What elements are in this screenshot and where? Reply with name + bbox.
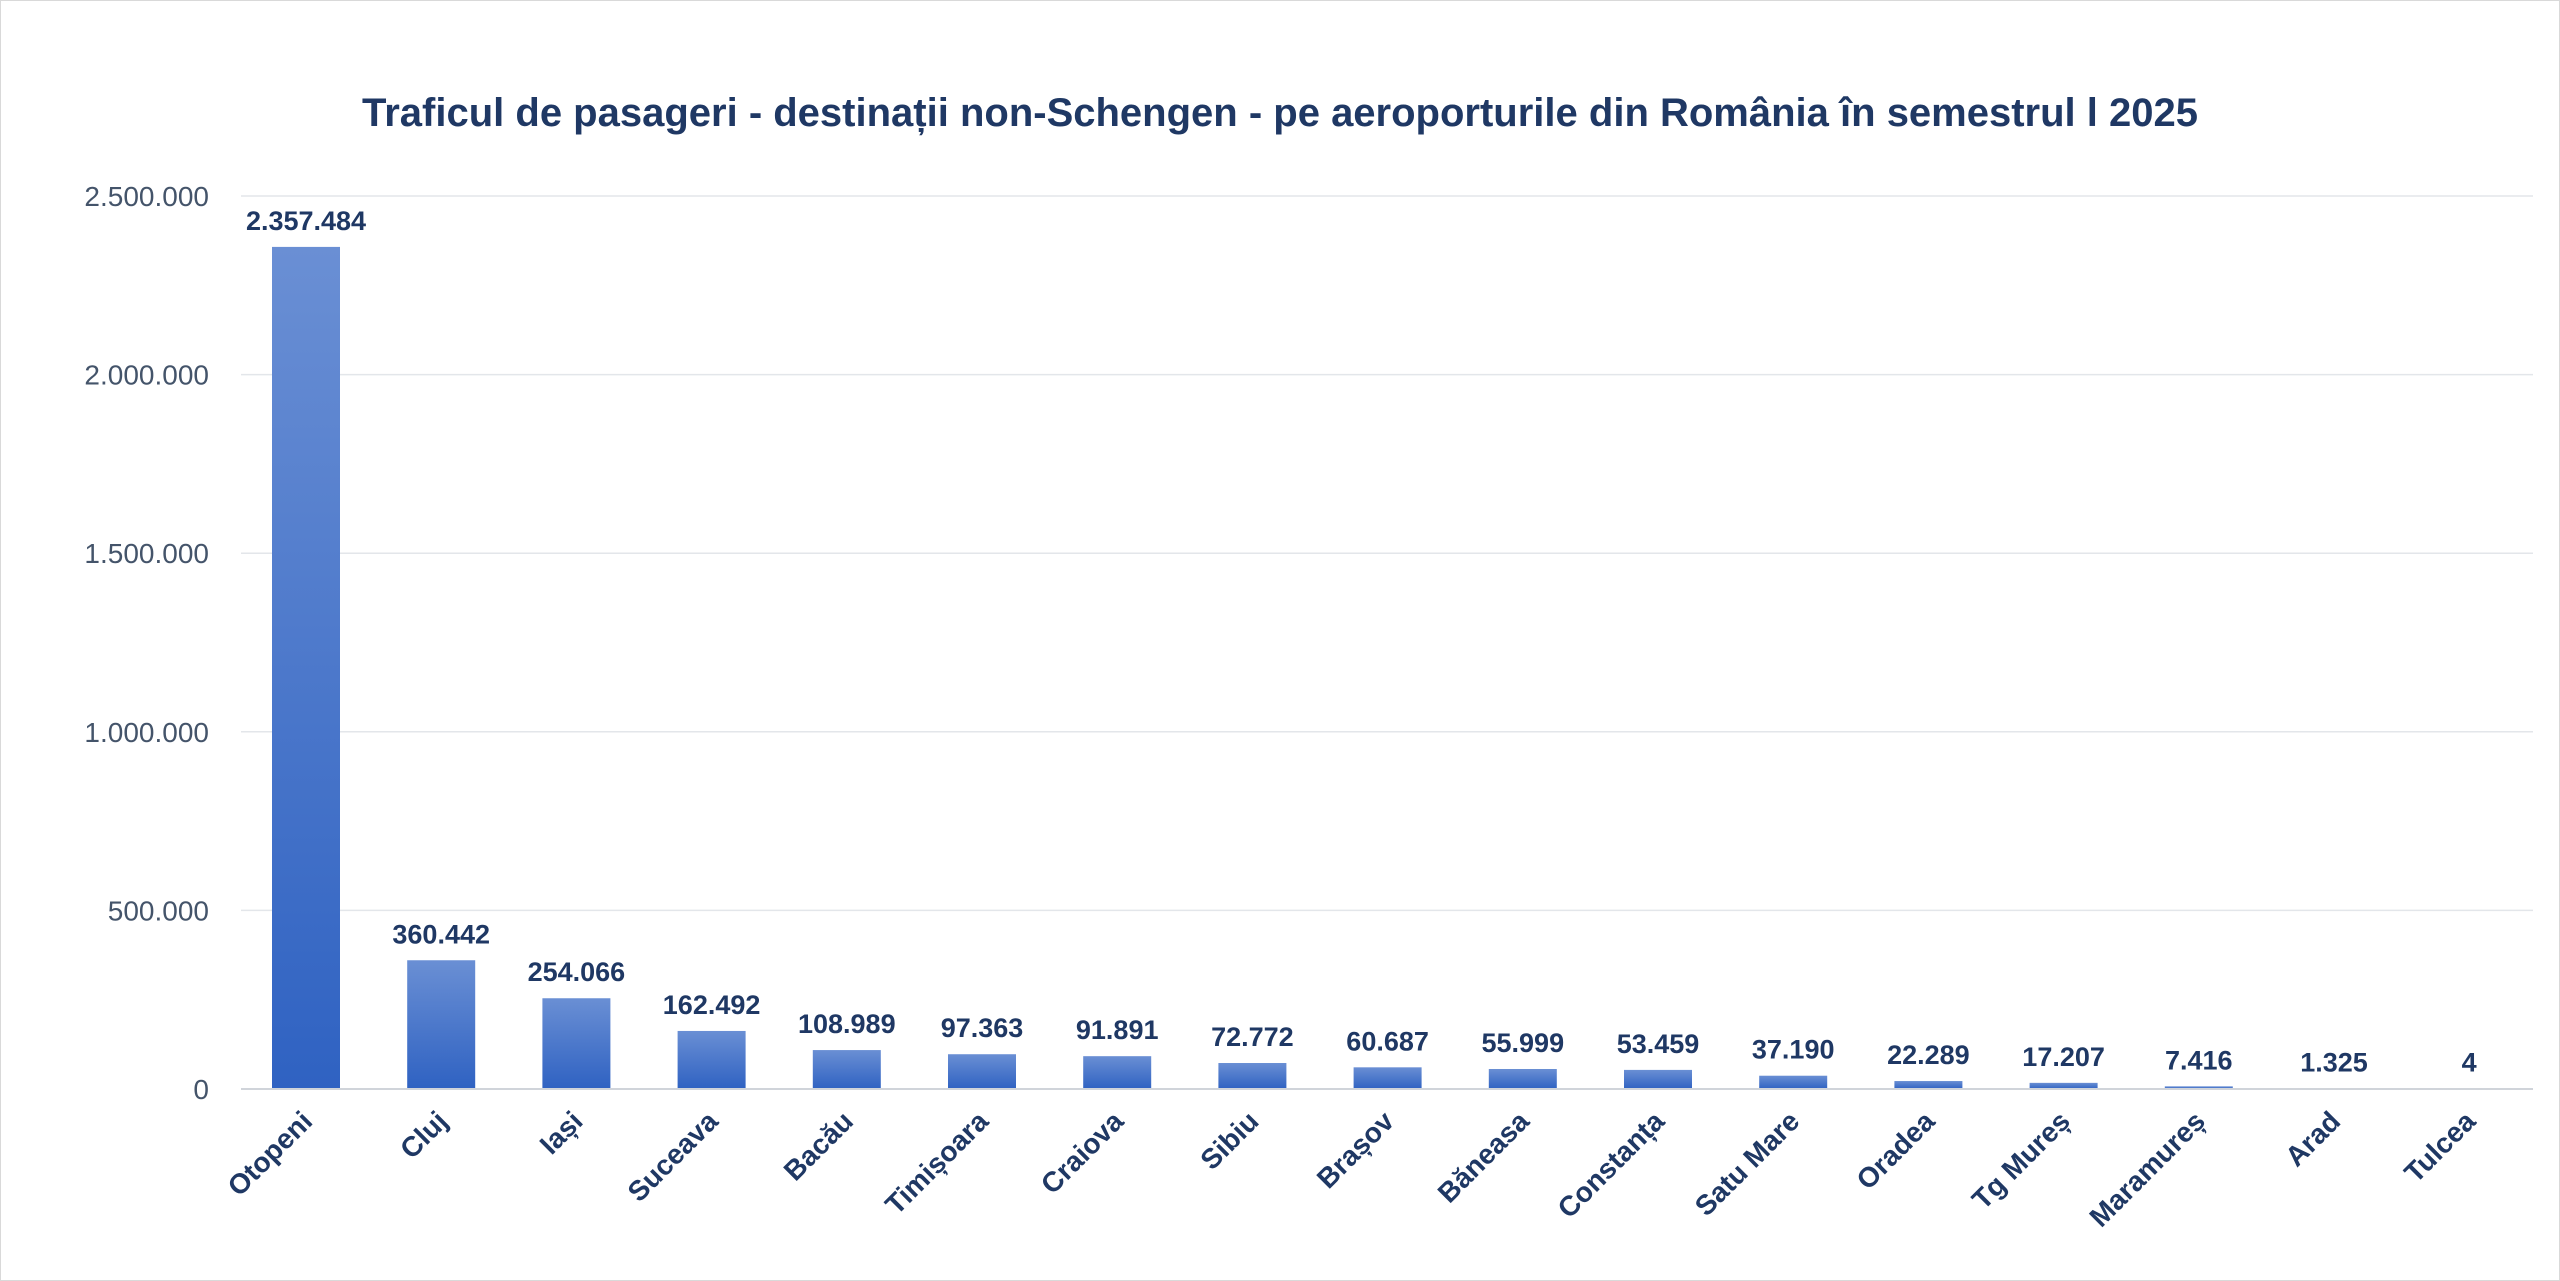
x-tick-label: Craiova	[1035, 1105, 1130, 1200]
y-tick-label: 2.000.000	[84, 360, 209, 391]
bar	[1218, 1063, 1287, 1089]
x-tick-label: Bacău	[778, 1105, 859, 1186]
x-tick-label: Tg Mureș	[1966, 1105, 2076, 1215]
x-tick-label: Sibiu	[1194, 1105, 1264, 1175]
x-tick-label: Iași	[534, 1105, 589, 1160]
chart-title: Traficul de pasageri - destinații non-Sc…	[362, 91, 2198, 135]
x-tick-label: Arad	[2279, 1105, 2346, 1172]
bars	[272, 246, 2504, 1089]
bar	[812, 1050, 881, 1089]
data-label: 2.357.484	[246, 206, 366, 236]
bar	[1083, 1056, 1152, 1089]
y-tick-label: 1.000.000	[84, 717, 209, 748]
x-tick-label: Cluj	[394, 1105, 453, 1164]
data-label: 17.207	[2022, 1042, 2105, 1072]
bar	[1759, 1075, 1828, 1089]
bar	[1488, 1068, 1557, 1089]
x-tick-label: Suceava	[622, 1105, 725, 1208]
bar	[677, 1030, 746, 1089]
x-tick-label: Constanța	[1552, 1105, 1671, 1224]
y-tick-label: 0	[193, 1074, 209, 1105]
bar	[542, 998, 611, 1089]
data-label: 1.325	[2300, 1048, 2368, 1078]
data-label: 108.989	[798, 1009, 896, 1039]
x-tick-label: Băneasa	[1432, 1105, 1536, 1209]
gridlines	[241, 195, 2533, 912]
data-label: 60.687	[1346, 1026, 1429, 1056]
x-tick-label: Timișoara	[879, 1105, 994, 1220]
x-tick-label: Maramureș	[2083, 1105, 2211, 1233]
bar	[407, 960, 476, 1089]
data-label: 55.999	[1482, 1028, 1565, 1058]
bar	[272, 246, 340, 1089]
data-label: 4	[2462, 1048, 2477, 1078]
bar	[1894, 1081, 1963, 1089]
y-tick-label: 2.500.000	[84, 181, 209, 212]
data-label: 22.289	[1887, 1040, 1970, 1070]
x-tick-label: Brașov	[1311, 1105, 1400, 1194]
y-tick-label: 500.000	[108, 895, 209, 926]
x-axis-ticks: Otopeni Cluj Iași Suceava Bacău Timișoara Crai…	[222, 1105, 2482, 1233]
data-label: 91.891	[1076, 1015, 1159, 1045]
bar	[1353, 1067, 1422, 1089]
x-tick-label: Tulcea	[2398, 1105, 2481, 1188]
x-tick-label: Otopeni	[222, 1105, 319, 1202]
data-label: 97.363	[941, 1013, 1024, 1043]
x-tick-label: Oradea	[1850, 1105, 1940, 1195]
data-label: 53.459	[1617, 1029, 1700, 1059]
y-tick-label: 1.500.000	[84, 538, 209, 569]
data-label: 7.416	[2165, 1045, 2233, 1075]
data-label: 360.442	[392, 919, 490, 949]
data-labels: 2.357.484 360.442 254.066 162.492 108.989 97.…	[246, 206, 2477, 1078]
x-tick-label: Satu Mare	[1689, 1105, 1806, 1222]
data-label: 37.190	[1752, 1035, 1835, 1065]
y-axis-ticks: 0 500.000 1.000.000 1.500.000 2.000.000 2.500…	[84, 181, 209, 1105]
data-label: 162.492	[663, 990, 761, 1020]
bar	[2164, 1086, 2233, 1089]
data-label: 254.066	[528, 957, 626, 987]
bar	[1624, 1069, 1692, 1089]
bar	[948, 1054, 1016, 1089]
bar	[2029, 1082, 2098, 1089]
data-label: 72.772	[1211, 1022, 1294, 1052]
